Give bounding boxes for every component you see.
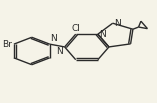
Text: Br: Br	[3, 40, 12, 49]
Text: N: N	[114, 19, 121, 28]
Text: Cl: Cl	[71, 24, 80, 33]
Text: N: N	[50, 34, 57, 43]
Text: N: N	[99, 30, 106, 39]
Text: N: N	[56, 47, 63, 56]
